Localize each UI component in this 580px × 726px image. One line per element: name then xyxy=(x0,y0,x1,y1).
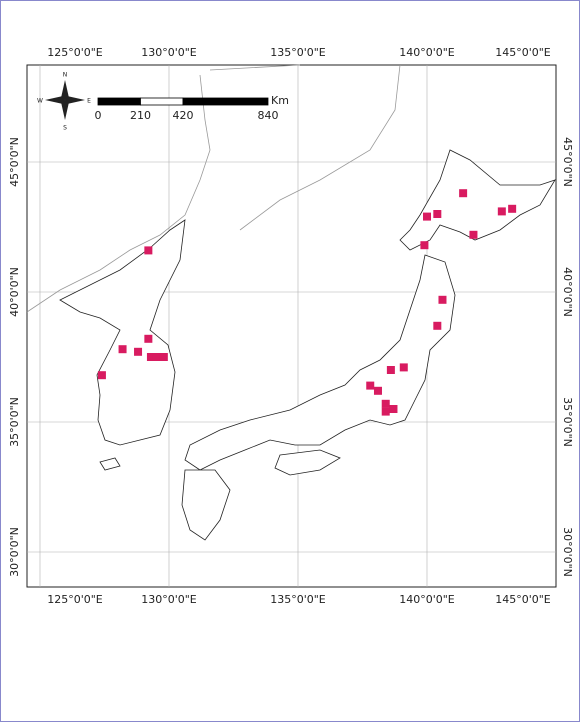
lat-label-right: 40°0'0"N xyxy=(561,267,574,317)
scale-segment xyxy=(182,97,269,106)
lon-label-bottom: 125°0'0"E xyxy=(47,593,103,606)
lon-label-bottom: 135°0'0"E xyxy=(270,593,326,606)
coastlines xyxy=(26,64,556,541)
lon-label-top: 145°0'0"E xyxy=(495,46,551,59)
site-marker xyxy=(423,212,431,221)
site-marker xyxy=(497,207,506,216)
compass-rose: N S E W xyxy=(37,72,91,132)
site-marker xyxy=(433,210,442,218)
scale-segment xyxy=(97,97,141,106)
site-marker xyxy=(399,363,408,372)
lat-label-right: 30°0'0"N xyxy=(561,527,574,577)
lon-label-top: 140°0'0"E xyxy=(399,46,455,59)
lat-label-left: 45°0'0"N xyxy=(8,137,21,187)
site-marker xyxy=(386,366,395,374)
site-marker xyxy=(420,241,429,250)
site-marker xyxy=(469,230,478,239)
site-marker xyxy=(381,399,390,408)
lat-label-left: 30°0'0"N xyxy=(8,527,21,577)
compass-s: S xyxy=(63,125,67,132)
lon-label-bottom: 130°0'0"E xyxy=(141,593,197,606)
sites xyxy=(97,189,517,416)
jeju xyxy=(99,457,121,471)
scale-bar: 0 210 420 840 Km xyxy=(95,94,289,122)
site-marker xyxy=(144,246,153,255)
compass-arrow xyxy=(61,100,69,120)
compass-arrow xyxy=(65,96,85,104)
lon-label-top: 125°0'0"E xyxy=(47,46,103,59)
scale-unit: Km xyxy=(271,94,289,107)
site-marker xyxy=(144,334,153,343)
scale-label: 0 xyxy=(95,109,102,122)
compass-arrow xyxy=(61,80,69,100)
site-marker xyxy=(438,295,447,304)
compass-e: E xyxy=(87,98,91,105)
scale-label: 840 xyxy=(258,109,279,122)
compass-arrow xyxy=(45,96,65,104)
lat-label-right: 35°0'0"N xyxy=(561,397,574,447)
mainland-coast xyxy=(26,64,401,313)
lon-label-bottom: 145°0'0"E xyxy=(495,593,551,606)
scale-label: 210 xyxy=(130,109,151,122)
korea xyxy=(59,219,186,446)
site-marker xyxy=(389,405,398,413)
compass-n: N xyxy=(63,72,68,79)
scale-segment xyxy=(140,97,184,106)
site-marker xyxy=(134,347,143,356)
site-marker xyxy=(146,353,155,361)
site-marker xyxy=(381,407,390,416)
map-frame xyxy=(26,64,557,588)
lon-label-bottom: 140°0'0"E xyxy=(399,593,455,606)
site-marker xyxy=(433,321,442,330)
site-marker xyxy=(97,371,106,380)
site-marker xyxy=(459,189,468,198)
site-marker xyxy=(152,353,161,361)
scale-label: 420 xyxy=(173,109,194,122)
honshu xyxy=(184,254,456,471)
kyushu xyxy=(181,469,231,541)
lat-label-left: 35°0'0"N xyxy=(8,397,21,447)
site-marker xyxy=(366,381,375,390)
lat-label-left: 40°0'0"N xyxy=(8,267,21,317)
site-marker xyxy=(373,386,382,395)
lat-label-right: 45°0'0"N xyxy=(561,137,574,187)
site-marker xyxy=(159,353,168,361)
lon-label-top: 130°0'0"E xyxy=(141,46,197,59)
site-marker xyxy=(508,204,517,213)
compass-w: W xyxy=(37,98,43,105)
site-marker xyxy=(118,345,127,354)
shikoku xyxy=(274,449,341,476)
lon-label-top: 135°0'0"E xyxy=(270,46,326,59)
hokkaido xyxy=(399,149,556,251)
